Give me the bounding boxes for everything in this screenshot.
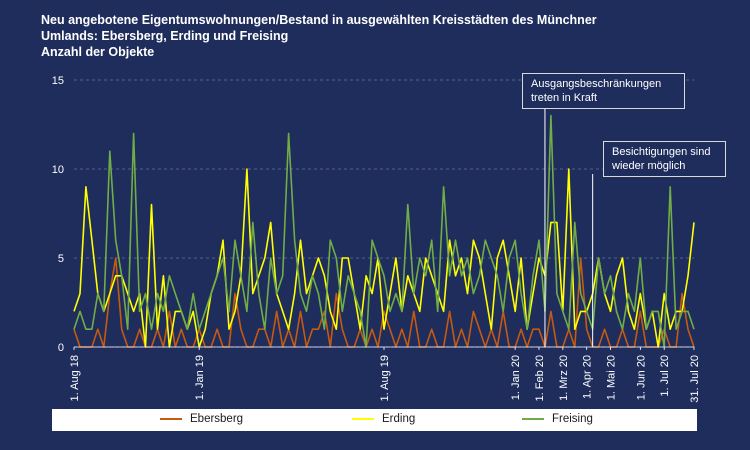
- legend-swatch-freising: [522, 418, 544, 420]
- x-tick-label: 1. Jun 20: [635, 355, 647, 400]
- annotation-lockdown-line-2: treten in Kraft: [531, 92, 598, 104]
- y-tick-label: 15: [52, 75, 64, 87]
- x-tick-label: 1. Jan 20: [510, 355, 522, 400]
- x-tick-label: 1. Aug 18: [69, 355, 81, 402]
- chart-legend: Ebersberg Erding Freising: [52, 409, 697, 431]
- legend-label-ebersberg: Ebersberg: [190, 413, 244, 425]
- x-tick-label: 1. Feb 20: [534, 355, 546, 401]
- title-line-3: Anzahl der Objekte: [41, 45, 155, 59]
- annotation-viewings-line-1: Besichtigungen sind: [612, 146, 711, 158]
- legend-item-freising: Freising: [522, 413, 593, 425]
- x-tick-label: 1. Mrz 20: [558, 355, 570, 401]
- annotation-lockdown: Ausgangsbeschränkungen treten in Kraft: [522, 73, 685, 109]
- series-line-freising: [73, 114, 695, 348]
- y-tick-label: 10: [52, 164, 64, 176]
- x-tick-label: 1. Apr 20: [582, 355, 594, 399]
- annotation-lockdown-line-1: Ausgangsbeschränkungen: [531, 78, 662, 90]
- legend-label-freising: Freising: [552, 413, 593, 425]
- legend-label-erding: Erding: [382, 413, 416, 425]
- title-line-2: Umlands: Ebersberg, Erding und Freising: [41, 29, 289, 43]
- y-tick-label: 0: [58, 342, 64, 354]
- legend-swatch-erding: [352, 418, 374, 420]
- x-tick-label: 31. Jul 20: [689, 355, 701, 403]
- title-line-1: Neu angebotene Eigentumswohnungen/Bestan…: [41, 13, 597, 27]
- x-tick-label: 1. Jul 20: [659, 355, 671, 397]
- x-tick-label: 1. Mai 20: [606, 355, 618, 400]
- annotation-viewings: Besichtigungen sind wieder möglich: [603, 141, 726, 177]
- x-tick-label: 1. Jan 19: [194, 355, 206, 400]
- legend-swatch-ebersberg: [160, 418, 182, 420]
- legend-item-erding: Erding: [352, 413, 415, 425]
- y-tick-label: 5: [58, 253, 64, 265]
- annotation-viewings-line-2: wieder möglich: [612, 160, 686, 172]
- x-tick-label: 1. Aug 19: [379, 355, 391, 402]
- chart-title: Neu angebotene Eigentumswohnungen/Bestan…: [41, 12, 597, 60]
- series-line-erding: [73, 168, 695, 348]
- series-line-ebersberg: [73, 257, 695, 348]
- legend-item-ebersberg: Ebersberg: [160, 413, 243, 425]
